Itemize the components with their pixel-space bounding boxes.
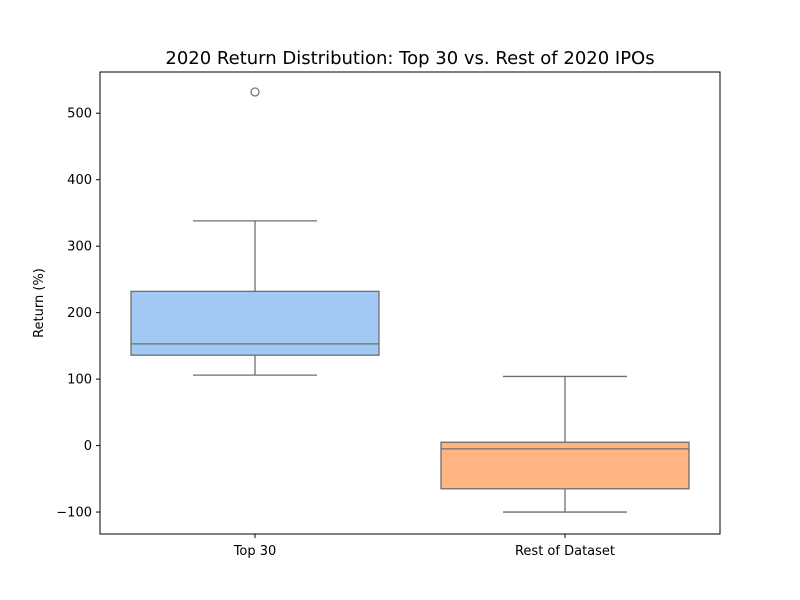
y-tick-label: 0 <box>84 439 92 454</box>
x-tick-label: Top 30 <box>233 544 277 559</box>
y-tick-label: −100 <box>56 506 92 521</box>
y-tick-label: 300 <box>67 240 92 255</box>
x-tick-label: Rest of Dataset <box>515 544 615 559</box>
y-tick-label: 400 <box>67 173 92 188</box>
y-axis-label: Return (%) <box>32 268 47 338</box>
y-tick-label: 100 <box>67 373 92 388</box>
plot-area: −100 0 100 200 300 400 500 Top 30 Rest of Datase… <box>56 87 690 559</box>
box-iqr <box>130 290 380 356</box>
outlier-point <box>250 87 260 97</box>
y-tick-label: 500 <box>67 107 92 122</box>
plot-frame <box>99 71 721 535</box>
chart-title: 2020 Return Distribution: Top 30 vs. Res… <box>165 48 654 69</box>
box-iqr <box>440 441 690 490</box>
y-tick-label: 200 <box>67 306 92 321</box>
